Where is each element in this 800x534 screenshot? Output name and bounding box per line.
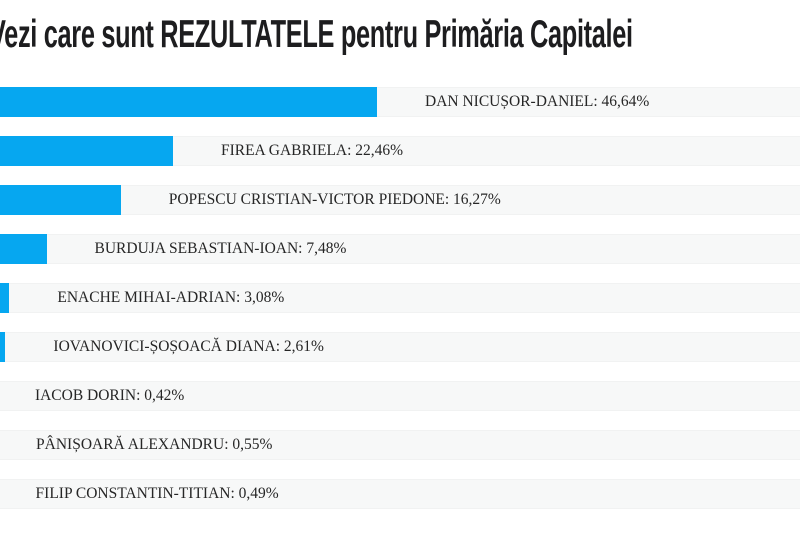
candidate-result-label: DAN NICUȘOR-DANIEL: 46,64% — [425, 93, 650, 110]
candidate-result-label: IOVANOVICI-ȘOȘOACĂ DIANA: 2,61% — [53, 338, 324, 355]
result-bar — [0, 136, 173, 166]
chart-row: FIREA GABRIELA: 22,46% — [0, 136, 800, 166]
chart-row: FILIP CONSTANTIN-TITIAN: 0,49% — [0, 479, 800, 509]
candidate-result-label: BURDUJA SEBASTIAN-IOAN: 7,48% — [94, 240, 347, 257]
result-bar — [0, 185, 121, 215]
chart-row: PÂNIȘOARĂ ALEXANDRU: 0,55% — [0, 430, 800, 460]
election-results-bar-chart: DAN NICUȘOR-DANIEL: 46,64% FIREA GABRIELA… — [0, 87, 800, 528]
candidate-result-label: IACOB DORIN: 0,42% — [34, 387, 185, 404]
result-bar — [0, 87, 378, 117]
chart-row: POPESCU CRISTIAN-VICTOR PIEDONE: 16,27% — [0, 185, 800, 215]
page-title: Vezi care sunt REZULTATELE pentru Primăr… — [0, 13, 633, 56]
chart-row: IACOB DORIN: 0,42% — [0, 381, 800, 411]
candidate-result-label: POPESCU CRISTIAN-VICTOR PIEDONE: 16,27% — [168, 191, 501, 208]
chart-row: DAN NICUȘOR-DANIEL: 46,64% — [0, 87, 800, 117]
chart-row: ENACHE MIHAI-ADRIAN: 3,08% — [0, 283, 800, 313]
chart-row: IOVANOVICI-ȘOȘOACĂ DIANA: 2,61% — [0, 332, 800, 362]
result-bar — [0, 234, 47, 264]
candidate-result-label: FIREA GABRIELA: 22,46% — [220, 142, 404, 159]
result-bar — [0, 283, 10, 313]
result-bar — [0, 332, 6, 362]
candidate-result-label: FILIP CONSTANTIN-TITIAN: 0,49% — [35, 485, 279, 502]
candidate-result-label: PÂNIȘOARĂ ALEXANDRU: 0,55% — [36, 436, 273, 453]
candidate-result-label: ENACHE MIHAI-ADRIAN: 3,08% — [57, 289, 285, 306]
chart-row: BURDUJA SEBASTIAN-IOAN: 7,48% — [0, 234, 800, 264]
